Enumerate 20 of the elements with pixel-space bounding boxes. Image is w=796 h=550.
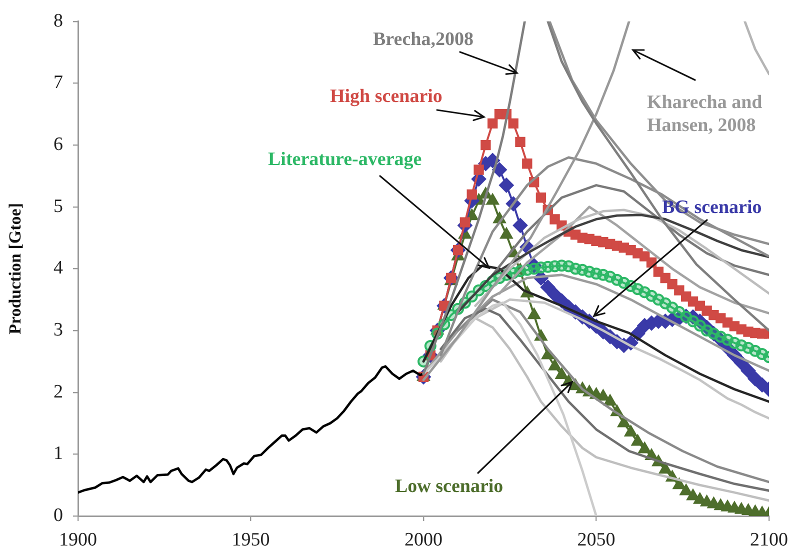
y-axis-title: Production [Gtoe] <box>6 202 25 334</box>
y-tick-label: 6 <box>54 134 63 156</box>
text: High scenario <box>330 86 442 107</box>
y-tick-label: 7 <box>54 72 63 94</box>
y-tick-label: 2 <box>54 381 63 402</box>
x-tick-label: 2000 <box>404 529 442 550</box>
text: Kharecha and Hansen, 2008 <box>647 92 763 136</box>
x-tick-label: 1950 <box>232 529 270 550</box>
text: Low scenario <box>395 476 504 497</box>
x-tick-label: 2050 <box>577 529 616 550</box>
y-tick-label: 5 <box>54 196 63 217</box>
y-tick-label: 4 <box>54 258 64 279</box>
text: Brecha,2008 <box>373 28 474 50</box>
x-tick-label: 2100 <box>750 529 788 550</box>
y-tick-label: 1 <box>54 443 63 464</box>
y-tick-label: 8 <box>54 10 63 32</box>
x-tick-label: 1900 <box>59 529 97 550</box>
y-tick-label: 3 <box>54 320 63 341</box>
text: Literature-average <box>268 148 422 170</box>
y-tick-label: 0 <box>54 504 63 526</box>
